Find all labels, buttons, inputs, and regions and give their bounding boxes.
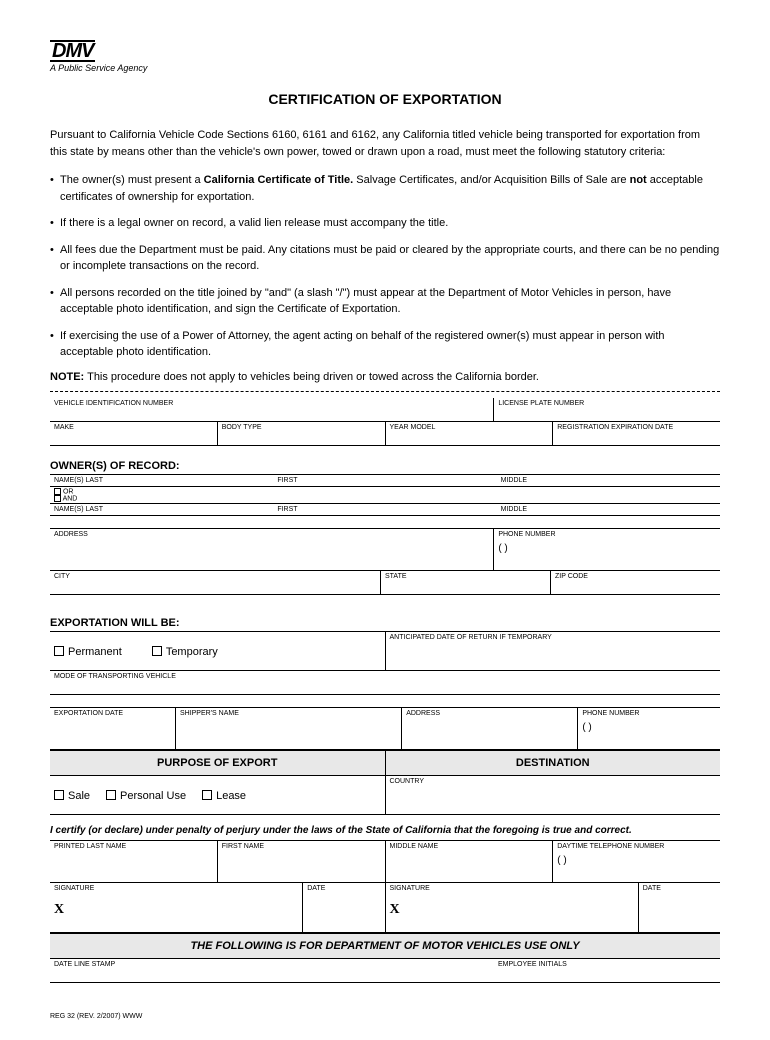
owner-first-1[interactable]: FIRST <box>273 475 496 486</box>
vehicle-row-1: VEHICLE IDENTIFICATION NUMBER LICENSE PL… <box>50 398 720 422</box>
criteria-item: All persons recorded on the title joined… <box>50 285 720 318</box>
dmv-logo-block: DMV A Public Service Agency <box>50 40 720 73</box>
regexp-field[interactable]: REGISTRATION EXPIRATION DATE <box>553 422 720 445</box>
owner-phone[interactable]: PHONE NUMBER( ) <box>494 529 720 570</box>
export-header: EXPORTATION WILL BE: <box>50 611 720 632</box>
sig-date-2[interactable]: DATE <box>639 883 720 932</box>
employee-initials[interactable]: EMPLOYEE INITIALS <box>494 959 720 982</box>
purpose-header-row: PURPOSE OF EXPORT DESTINATION <box>50 750 720 776</box>
agency-tagline: A Public Service Agency <box>50 63 720 73</box>
permanent-checkbox[interactable] <box>54 646 64 656</box>
criteria-list: The owner(s) must present a California C… <box>50 172 720 361</box>
signature-2[interactable]: SIGNATUREX <box>386 883 639 932</box>
dmv-fields-row: DATE LINE STAMP EMPLOYEE INITIALS <box>50 959 720 983</box>
shipper-name[interactable]: SHIPPER'S NAME <box>176 708 402 749</box>
owner-address[interactable]: ADDRESS <box>50 529 494 570</box>
date-stamp[interactable]: DATE LINE STAMP <box>50 959 494 982</box>
form-revision: REG 32 (REV. 2/2007) WWW <box>50 1013 720 1020</box>
make-field[interactable]: MAKE <box>50 422 218 445</box>
shipper-row: EXPORTATION DATE SHIPPER'S NAME ADDRESS … <box>50 707 720 750</box>
note-text: This procedure does not apply to vehicle… <box>87 371 539 383</box>
criteria-item: All fees due the Department must be paid… <box>50 242 720 275</box>
printed-last[interactable]: PRINTED LAST NAME <box>50 841 218 882</box>
intro-text: Pursuant to California Vehicle Code Sect… <box>50 127 720 160</box>
owner-name-row-2: NAME(S) LAST FIRST MIDDLE <box>50 503 720 516</box>
personal-checkbox[interactable] <box>106 790 116 800</box>
vin-field[interactable]: VEHICLE IDENTIFICATION NUMBER <box>50 398 494 421</box>
destination-header: DESTINATION <box>386 751 721 775</box>
note-label: NOTE: <box>50 371 84 383</box>
export-type-options: Permanent Temporary <box>50 632 385 670</box>
owner-address-row: ADDRESS PHONE NUMBER( ) <box>50 528 720 571</box>
certification-statement: I certify (or declare) under penalty of … <box>50 825 720 836</box>
owner-middle-1[interactable]: MIDDLE <box>497 475 720 486</box>
note-line: NOTE: This procedure does not apply to v… <box>50 371 720 383</box>
owner-state[interactable]: STATE <box>381 571 551 594</box>
temporary-checkbox[interactable] <box>152 646 162 656</box>
sig-date-1[interactable]: DATE <box>303 883 385 932</box>
purpose-options-row: Sale Personal Use Lease COUNTRY <box>50 776 720 815</box>
vehicle-row-2: MAKE BODY TYPE YEAR MODEL REGISTRATION E… <box>50 422 720 446</box>
transport-mode[interactable]: MODE OF TRANSPORTING VEHICLE <box>50 671 720 694</box>
printed-middle[interactable]: MIDDLE NAME <box>386 841 554 882</box>
signature-1[interactable]: SIGNATUREX <box>50 883 303 932</box>
owner-last-2[interactable]: NAME(S) LAST <box>50 504 273 515</box>
purpose-header: PURPOSE OF EXPORT <box>50 751 386 775</box>
owner-city-row: CITY STATE ZIP CODE <box>50 571 720 595</box>
shipper-address[interactable]: ADDRESS <box>402 708 578 749</box>
signature-row: SIGNATUREX DATE SIGNATUREX DATE <box>50 883 720 933</box>
or-and-block: OR AND <box>50 487 720 504</box>
shipper-phone[interactable]: PHONE NUMBER( ) <box>578 708 720 749</box>
separator <box>50 391 720 392</box>
form-title: CERTIFICATION OF EXPORTATION <box>50 91 720 107</box>
purpose-options: Sale Personal Use Lease <box>50 776 386 814</box>
owner-zip[interactable]: ZIP CODE <box>551 571 720 594</box>
year-field[interactable]: YEAR MODEL <box>386 422 554 445</box>
sale-checkbox[interactable] <box>54 790 64 800</box>
return-date-field[interactable]: ANTICIPATED DATE OF RETURN IF TEMPORARY <box>385 632 721 670</box>
and-checkbox[interactable] <box>54 495 61 502</box>
owner-name-row-1: NAME(S) LAST FIRST MIDDLE <box>50 475 720 487</box>
owner-city[interactable]: CITY <box>50 571 381 594</box>
daytime-phone[interactable]: DAYTIME TELEPHONE NUMBER( ) <box>553 841 720 882</box>
criteria-item: If there is a legal owner on record, a v… <box>50 215 720 232</box>
export-type-row: Permanent Temporary ANTICIPATED DATE OF … <box>50 632 720 671</box>
owner-first-2[interactable]: FIRST <box>273 504 496 515</box>
lease-checkbox[interactable] <box>202 790 212 800</box>
dmv-only-header: THE FOLLOWING IS FOR DEPARTMENT OF MOTOR… <box>50 933 720 959</box>
country-field[interactable]: COUNTRY <box>386 776 721 814</box>
transport-mode-row: MODE OF TRANSPORTING VEHICLE <box>50 671 720 695</box>
owner-middle-2[interactable]: MIDDLE <box>497 504 720 515</box>
owners-header: OWNER(S) OF RECORD: <box>50 454 720 475</box>
criteria-item: The owner(s) must present a California C… <box>50 172 720 205</box>
criteria-item: If exercising the use of a Power of Atto… <box>50 328 720 361</box>
owner-last-1[interactable]: NAME(S) LAST <box>50 475 273 486</box>
printed-name-row: PRINTED LAST NAME FIRST NAME MIDDLE NAME… <box>50 840 720 883</box>
printed-first[interactable]: FIRST NAME <box>218 841 386 882</box>
plate-field[interactable]: LICENSE PLATE NUMBER <box>494 398 720 421</box>
or-checkbox[interactable] <box>54 488 61 495</box>
export-date[interactable]: EXPORTATION DATE <box>50 708 176 749</box>
body-field[interactable]: BODY TYPE <box>218 422 386 445</box>
dmv-logo: DMV <box>50 40 95 62</box>
